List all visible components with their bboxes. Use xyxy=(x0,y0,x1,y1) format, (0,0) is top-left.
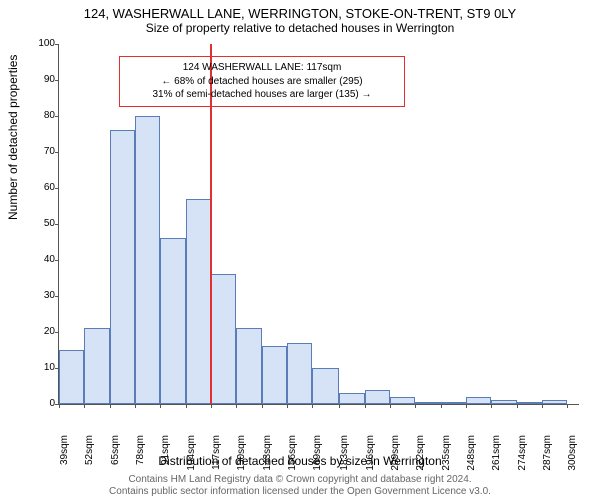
annotation-line-1: 124 WASHERWALL LANE: 117sqm xyxy=(128,61,396,75)
x-tick-mark xyxy=(567,404,568,408)
y-tick-label: 50 xyxy=(29,218,55,229)
x-tick-mark xyxy=(466,404,467,408)
histogram-bar xyxy=(466,397,491,404)
y-tick-label: 30 xyxy=(29,290,55,301)
x-tick-mark xyxy=(441,404,442,408)
y-tick-label: 40 xyxy=(29,254,55,265)
y-tick-mark xyxy=(55,332,59,333)
histogram-bar xyxy=(415,402,440,404)
y-tick-mark xyxy=(55,116,59,117)
y-tick-mark xyxy=(55,80,59,81)
x-tick-mark xyxy=(287,404,288,408)
histogram-bar xyxy=(287,343,312,404)
histogram-bar xyxy=(339,393,364,404)
y-tick-label: 80 xyxy=(29,110,55,121)
y-tick-mark xyxy=(55,296,59,297)
y-tick-label: 90 xyxy=(29,74,55,85)
title-main: 124, WASHERWALL LANE, WERRINGTON, STOKE-… xyxy=(0,0,600,21)
x-tick-mark xyxy=(160,404,161,408)
histogram-bar xyxy=(236,328,261,404)
histogram-bar xyxy=(491,400,516,404)
x-tick-mark xyxy=(186,404,187,408)
x-tick-mark xyxy=(84,404,85,408)
y-tick-label: 20 xyxy=(29,326,55,337)
y-tick-mark xyxy=(55,224,59,225)
histogram-bar xyxy=(390,397,415,404)
x-tick-mark xyxy=(517,404,518,408)
histogram-bar xyxy=(211,274,236,404)
x-tick-mark xyxy=(542,404,543,408)
histogram-bar xyxy=(110,130,135,404)
x-tick-mark xyxy=(415,404,416,408)
y-axis-label: Number of detached properties xyxy=(6,55,20,220)
plot-region: 010203040506070809010039sqm52sqm65sqm78s… xyxy=(58,44,579,405)
x-tick-mark xyxy=(390,404,391,408)
y-tick-label: 100 xyxy=(29,38,55,49)
footer-line-1: Contains HM Land Registry data © Crown c… xyxy=(0,474,600,486)
title-sub: Size of property relative to detached ho… xyxy=(0,21,600,39)
histogram-bar xyxy=(262,346,287,404)
x-tick-mark xyxy=(236,404,237,408)
annotation-box: 124 WASHERWALL LANE: 117sqm← 68% of deta… xyxy=(119,56,405,107)
annotation-line-3: 31% of semi-detached houses are larger (… xyxy=(128,88,396,102)
y-tick-label: 70 xyxy=(29,146,55,157)
x-tick-mark xyxy=(262,404,263,408)
y-tick-mark xyxy=(55,188,59,189)
histogram-bar xyxy=(517,402,542,404)
histogram-bar xyxy=(542,400,567,404)
y-tick-label: 60 xyxy=(29,182,55,193)
histogram-bar xyxy=(365,390,390,404)
histogram-bar xyxy=(186,199,211,404)
footer-attribution: Contains HM Land Registry data © Crown c… xyxy=(0,474,600,498)
histogram-bar xyxy=(441,402,466,404)
x-tick-mark xyxy=(339,404,340,408)
x-tick-mark xyxy=(135,404,136,408)
histogram-bar xyxy=(135,116,160,404)
footer-line-2: Contains public sector information licen… xyxy=(0,486,600,498)
x-tick-mark xyxy=(491,404,492,408)
x-tick-mark xyxy=(211,404,212,408)
x-axis-label: Distribution of detached houses by size … xyxy=(0,454,600,468)
y-tick-label: 10 xyxy=(29,362,55,373)
x-tick-mark xyxy=(59,404,60,408)
x-tick-mark xyxy=(110,404,111,408)
annotation-line-2: ← 68% of detached houses are smaller (29… xyxy=(128,75,396,89)
y-tick-label: 0 xyxy=(29,398,55,409)
histogram-bar xyxy=(160,238,185,404)
y-tick-mark xyxy=(55,260,59,261)
histogram-bar xyxy=(312,368,339,404)
histogram-bar xyxy=(59,350,84,404)
y-tick-mark xyxy=(55,44,59,45)
chart-area: 010203040506070809010039sqm52sqm65sqm78s… xyxy=(58,44,578,404)
x-tick-mark xyxy=(365,404,366,408)
x-tick-mark xyxy=(312,404,313,408)
histogram-bar xyxy=(84,328,109,404)
y-tick-mark xyxy=(55,152,59,153)
